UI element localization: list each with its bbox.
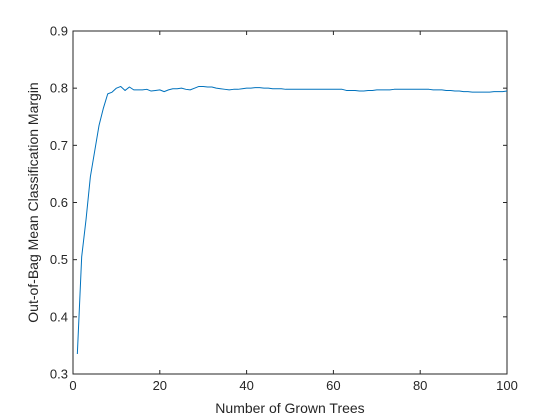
x-axis: 0 20 40 60 80 100 — [69, 31, 518, 393]
x-tick-label: 20 — [153, 378, 167, 393]
y-tick-label: 0.5 — [50, 252, 68, 267]
x-axis-title: Number of Grown Trees — [215, 400, 364, 416]
series-line — [76, 85, 508, 355]
y-tick-label: 0.3 — [50, 367, 68, 382]
plot-area — [72, 30, 508, 375]
y-tick-label: 0.7 — [50, 138, 68, 153]
y-tick-label: 0.8 — [50, 81, 68, 96]
series-layer — [76, 85, 508, 355]
x-tick-label: 100 — [496, 378, 518, 393]
x-tick-label: 60 — [326, 378, 340, 393]
y-tick-label: 0.9 — [50, 24, 68, 39]
y-tick-label: 0.6 — [50, 195, 68, 210]
x-tick-label: 0 — [69, 378, 76, 393]
y-axis-title: Out-of-Bag Mean Classification Margin — [25, 82, 41, 322]
x-tick-label: 80 — [413, 378, 427, 393]
y-axis: 0.3 0.4 0.5 0.6 0.7 0.8 0.9 — [50, 24, 507, 382]
y-tick-label: 0.4 — [50, 309, 68, 324]
x-tick-label: 40 — [239, 378, 253, 393]
